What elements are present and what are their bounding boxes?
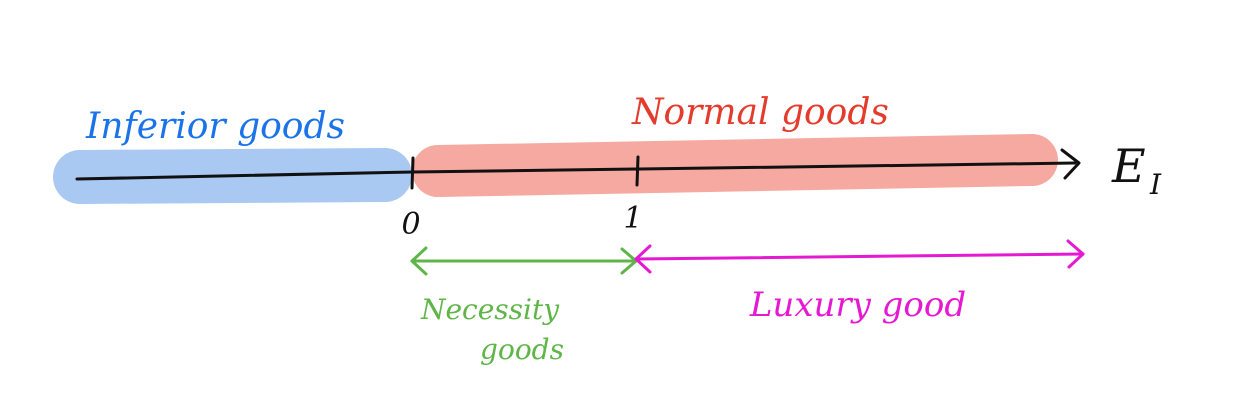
tick-zero [410,156,415,190]
normal-goods-label: Normal goods [631,92,889,133]
luxury-range-arrow [634,239,1085,274]
necessity-goods-label-line1: Necessity [420,293,560,326]
luxury-good-label: Luxury good [749,285,966,325]
axis-label-subscript: I [1149,168,1162,201]
tick-label-one: 1 [623,201,642,236]
axis-line [75,161,1077,181]
axis-arrowhead [1060,148,1081,180]
necessity-goods-label-line2: goods [480,333,564,366]
tick-label-zero: 0 [401,207,420,242]
axis-label: E [1111,139,1146,193]
inferior-goods-label: Inferior goods [85,106,345,147]
tick-one [635,155,640,187]
necessity-range-arrow [410,246,638,276]
